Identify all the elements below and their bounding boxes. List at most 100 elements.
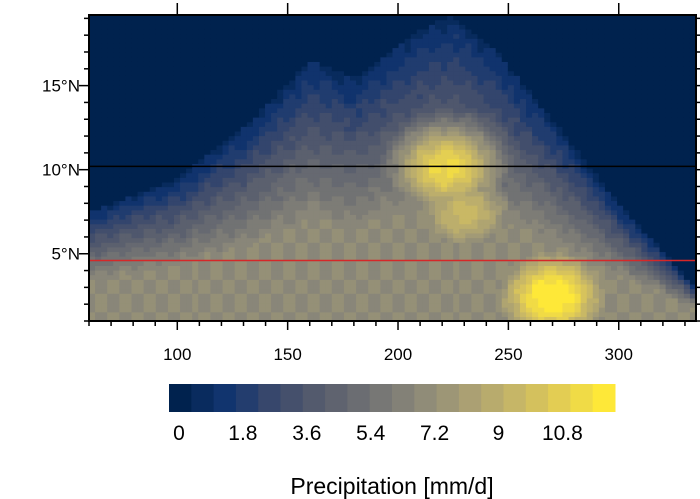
heatmap-cell — [538, 307, 545, 313]
heatmap-cell — [271, 316, 278, 321]
heatmap-cell — [434, 38, 442, 44]
heatmap-cell — [471, 223, 479, 229]
heatmap-cell — [337, 228, 345, 234]
heatmap-cell — [513, 38, 521, 44]
heatmap-cell — [483, 66, 491, 72]
heatmap-cell — [337, 144, 345, 151]
heatmap-cell — [137, 297, 145, 304]
heatmap-cell — [301, 242, 309, 248]
heatmap-cell — [210, 61, 218, 67]
heatmap-cell — [101, 24, 108, 30]
heatmap-cell — [477, 270, 485, 276]
heatmap-cell — [501, 19, 509, 25]
heatmap-cell — [95, 274, 102, 280]
heatmap-cell — [313, 195, 321, 202]
heatmap-cell — [107, 52, 114, 58]
heatmap-cell — [246, 75, 254, 81]
heatmap-cell — [404, 265, 412, 271]
heatmap-cell — [453, 89, 460, 95]
heatmap-cell — [301, 154, 309, 160]
heatmap-cell — [337, 251, 345, 257]
heatmap-cell — [95, 251, 102, 257]
heatmap-cell — [119, 181, 127, 188]
heatmap-cell — [89, 191, 96, 197]
heatmap-cell — [137, 24, 145, 30]
heatmap-cell — [143, 177, 151, 183]
heatmap-cell — [228, 177, 236, 183]
heatmap-cell — [125, 181, 133, 188]
heatmap-cell — [459, 47, 466, 53]
heatmap-cell — [131, 177, 139, 183]
heatmap-cell — [489, 168, 497, 174]
heatmap-cell — [89, 283, 96, 290]
heatmap-cell — [392, 130, 400, 137]
heatmap-cell — [89, 19, 96, 25]
heatmap-cell — [453, 121, 460, 127]
heatmap-cell — [471, 168, 479, 174]
heatmap-cell — [101, 28, 108, 35]
heatmap-cell — [489, 15, 497, 21]
heatmap-cell — [119, 223, 127, 229]
heatmap-cell — [544, 103, 551, 109]
heatmap-cell — [173, 246, 181, 253]
heatmap-cell — [459, 98, 466, 104]
heatmap-cell — [301, 279, 309, 285]
heatmap-cell — [143, 251, 151, 257]
heatmap-cell — [137, 103, 145, 109]
heatmap-cell — [368, 228, 375, 234]
heatmap-cell — [337, 214, 345, 220]
heatmap-cell — [258, 191, 266, 197]
heatmap-cell — [519, 232, 527, 239]
heatmap-cell — [507, 84, 515, 90]
heatmap-cell — [113, 47, 120, 53]
heatmap-cell — [283, 117, 290, 123]
heatmap-cell — [368, 200, 375, 206]
heatmap-cell — [416, 177, 424, 183]
heatmap-cell — [513, 112, 521, 118]
heatmap-cell — [356, 200, 363, 206]
heatmap-cell — [325, 270, 333, 276]
heatmap-cell — [362, 28, 369, 35]
heatmap-cell — [374, 274, 381, 280]
heatmap-cell — [119, 33, 127, 39]
heatmap-cell — [459, 191, 466, 197]
heatmap-cell — [489, 200, 497, 206]
heatmap-cell — [240, 209, 248, 215]
heatmap-cell — [204, 228, 211, 234]
heatmap-cell — [519, 246, 527, 253]
heatmap-cell — [392, 209, 400, 215]
heatmap-cell — [186, 279, 193, 285]
heatmap-cell — [459, 270, 466, 276]
heatmap-cell — [386, 195, 394, 202]
heatmap-cell — [513, 79, 521, 86]
heatmap-cell — [101, 200, 108, 206]
heatmap-cell — [258, 283, 266, 290]
heatmap-cell — [119, 251, 127, 257]
heatmap-cell — [295, 79, 303, 86]
heatmap-cell — [526, 205, 533, 211]
heatmap-cell — [283, 28, 290, 35]
heatmap-cell — [532, 61, 539, 67]
heatmap-cell — [246, 56, 254, 62]
heatmap-cell — [295, 195, 303, 202]
heatmap-cell — [198, 66, 205, 72]
heatmap-cell — [483, 270, 491, 276]
heatmap-cell — [198, 98, 205, 104]
heatmap-cell — [289, 307, 296, 313]
heatmap-cell — [398, 61, 406, 67]
heatmap-cell — [95, 121, 102, 127]
heatmap-cell — [465, 279, 473, 285]
heatmap-cell — [228, 130, 236, 137]
heatmap-cell — [192, 205, 199, 211]
heatmap-cell — [277, 228, 284, 234]
heatmap-cell — [101, 205, 108, 211]
heatmap-cell — [265, 223, 272, 229]
heatmap-cell — [173, 260, 181, 266]
heatmap-cell — [192, 61, 199, 67]
heatmap-cell — [459, 84, 466, 90]
heatmap-cell — [192, 223, 199, 229]
heatmap-cell — [210, 135, 218, 141]
heatmap-cell — [301, 66, 309, 72]
heatmap-cell — [289, 149, 296, 155]
heatmap-cell — [507, 307, 515, 313]
